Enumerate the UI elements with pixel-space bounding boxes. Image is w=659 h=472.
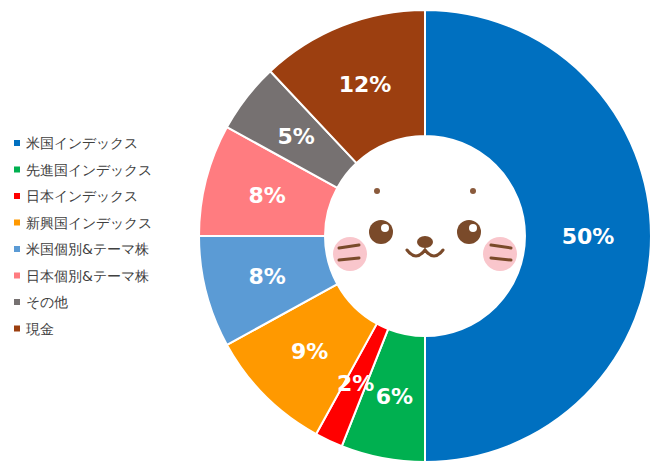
svg-text:5%: 5% xyxy=(278,124,315,149)
svg-text:新興国インデックス: 新興国インデックス xyxy=(26,215,152,231)
svg-text:9%: 9% xyxy=(291,339,328,364)
svg-text:先進国インデックス: 先進国インデックス xyxy=(26,162,152,178)
svg-text:その他: その他 xyxy=(26,294,68,310)
svg-text:50%: 50% xyxy=(562,224,615,249)
svg-text:日本インデックス: 日本インデックス xyxy=(26,188,138,204)
svg-text:8%: 8% xyxy=(248,264,285,289)
svg-text:日本個別&テーマ株: 日本個別&テーマ株 xyxy=(26,268,149,284)
svg-text:米国個別&テーマ株: 米国個別&テーマ株 xyxy=(26,241,149,257)
svg-text:米国インデックス: 米国インデックス xyxy=(26,135,138,151)
svg-text:6%: 6% xyxy=(376,384,413,409)
svg-text:12%: 12% xyxy=(339,72,392,97)
svg-text:2%: 2% xyxy=(337,371,374,396)
svg-text:現金: 現金 xyxy=(26,321,54,337)
svg-text:8%: 8% xyxy=(248,183,285,208)
